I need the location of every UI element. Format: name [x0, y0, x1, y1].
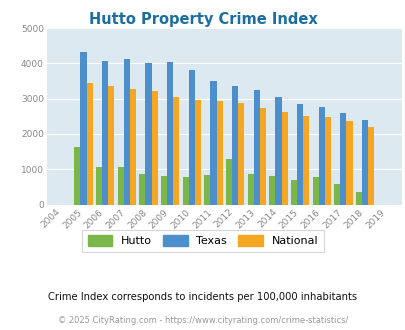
Bar: [130, 89, 136, 205]
Bar: [210, 82, 216, 205]
Bar: [182, 178, 188, 205]
Bar: [74, 148, 80, 205]
Bar: [281, 113, 287, 205]
Bar: [188, 70, 194, 205]
Text: Crime Index corresponds to incidents per 100,000 inhabitants: Crime Index corresponds to incidents per…: [48, 292, 357, 302]
Bar: [167, 62, 173, 205]
Bar: [345, 121, 352, 205]
Bar: [339, 113, 345, 205]
Bar: [238, 103, 244, 205]
Bar: [355, 192, 361, 205]
Bar: [216, 101, 222, 205]
Bar: [124, 59, 130, 205]
Bar: [318, 107, 324, 205]
Bar: [102, 61, 108, 205]
Bar: [259, 108, 265, 205]
Text: © 2025 CityRating.com - https://www.cityrating.com/crime-statistics/: © 2025 CityRating.com - https://www.city…: [58, 316, 347, 325]
Bar: [334, 184, 339, 205]
Bar: [194, 100, 200, 205]
Bar: [247, 174, 253, 205]
Bar: [232, 85, 238, 205]
Bar: [86, 83, 92, 205]
Bar: [161, 176, 167, 205]
Bar: [253, 90, 259, 205]
Bar: [290, 180, 296, 205]
Bar: [80, 52, 86, 205]
Bar: [275, 97, 281, 205]
Bar: [96, 167, 102, 205]
Legend: Hutto, Texas, National: Hutto, Texas, National: [82, 230, 323, 252]
Bar: [139, 174, 145, 205]
Bar: [296, 104, 303, 205]
Bar: [145, 63, 151, 205]
Bar: [324, 117, 330, 205]
Bar: [303, 116, 309, 205]
Bar: [151, 91, 157, 205]
Bar: [108, 86, 114, 205]
Text: Hutto Property Crime Index: Hutto Property Crime Index: [88, 12, 317, 26]
Bar: [361, 120, 367, 205]
Bar: [226, 159, 232, 205]
Bar: [269, 176, 275, 205]
Bar: [367, 127, 373, 205]
Bar: [204, 175, 210, 205]
Bar: [312, 178, 318, 205]
Bar: [173, 97, 179, 205]
Bar: [117, 167, 124, 205]
